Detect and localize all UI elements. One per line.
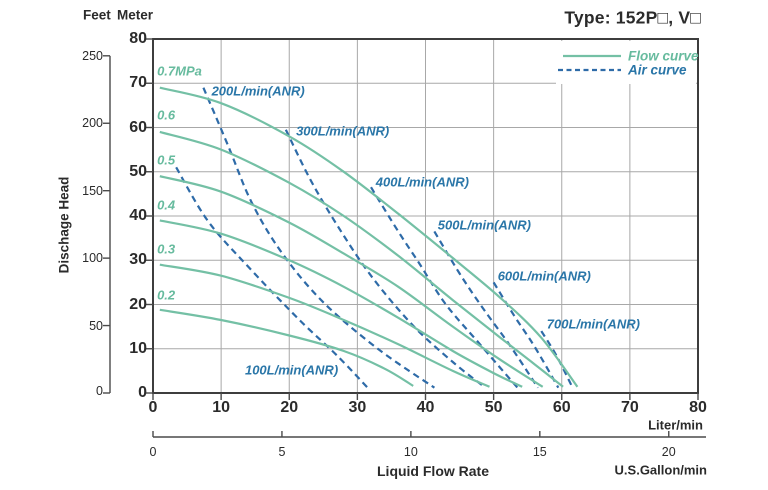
liter-unit-label: Liter/min — [648, 417, 703, 433]
air-curve-label-600L/min(ANR): 600L/min(ANR) — [497, 268, 591, 284]
flow-curve-0.3 — [159, 263, 490, 388]
liter-tick-label-80: 80 — [689, 399, 707, 416]
gallon-tick-label-5: 5 — [278, 444, 286, 459]
feet-tick-label-150: 150 — [82, 183, 103, 198]
feet-axis-header: Feet — [83, 7, 111, 23]
flow-curve-label-0.3: 0.3 — [157, 241, 176, 257]
air-curve-600L/min(ANR) — [492, 281, 560, 389]
flow-curve-label-0.7MPa: 0.7MPa — [157, 63, 202, 79]
meter-tick-label-10: 10 — [129, 339, 147, 357]
liter-tick-label-70: 70 — [620, 399, 639, 416]
legend-flow-curve-label: Flow curve — [628, 48, 699, 64]
liter-tick-label-30: 30 — [348, 399, 367, 416]
meter-tick-label-30: 30 — [129, 251, 147, 269]
air-curve-100L/min(ANR) — [175, 166, 369, 389]
air-curve-label-700L/min(ANR): 700L/min(ANR) — [546, 316, 640, 332]
flow-curve-0.4 — [159, 219, 523, 388]
air-curve-label-500L/min(ANR): 500L/min(ANR) — [437, 217, 531, 233]
meter-tick-label-20: 20 — [129, 295, 147, 313]
flow-curve-0.2 — [159, 308, 414, 387]
liter-tick-label-20: 20 — [280, 399, 299, 416]
meter-tick-label-70: 70 — [129, 74, 147, 92]
flow-curve-0.7MPa — [159, 86, 579, 388]
liter-tick-label-50: 50 — [484, 399, 503, 416]
meter-tick-label-0: 0 — [138, 384, 147, 401]
gallon-tick-label-10: 10 — [403, 444, 418, 459]
legend-box — [556, 41, 696, 84]
flow-curve-0.6 — [159, 130, 564, 388]
gallon-tick-label-15: 15 — [532, 444, 547, 459]
flow-curve-label-0.5: 0.5 — [157, 152, 176, 168]
air-curve-200L/min(ANR) — [202, 87, 436, 389]
liter-tick-label-40: 40 — [416, 399, 435, 416]
flow-curve-label-0.4: 0.4 — [157, 197, 176, 213]
gallon-tick-label-0: 0 — [149, 444, 157, 459]
meter-tick-label-60: 60 — [129, 118, 147, 136]
air-curve-label-300L/min(ANR): 300L/min(ANR) — [296, 123, 390, 139]
gallon-unit-label: U.S.Gallon/min — [614, 462, 707, 478]
flow-curve-0.5 — [159, 175, 544, 388]
feet-tick-label-50: 50 — [89, 318, 103, 333]
x-axis-label: Liquid Flow Rate — [377, 463, 489, 479]
meter-axis-header: Meter — [117, 7, 154, 23]
liter-tick-label-10: 10 — [212, 399, 231, 416]
flow-curves — [159, 86, 579, 388]
chart-title: Type: 152P□, V□ — [564, 7, 701, 28]
flow-curve-label-0.6: 0.6 — [157, 107, 176, 123]
air-curve-700L/min(ANR) — [540, 330, 574, 389]
flow-curve-label-0.2: 0.2 — [157, 287, 176, 303]
feet-tick-label-100: 100 — [82, 250, 103, 265]
meter-tick-label-50: 50 — [129, 162, 147, 180]
gallon-tick-label-20: 20 — [661, 444, 676, 459]
air-curve-label-100L/min(ANR): 100L/min(ANR) — [244, 362, 339, 378]
air-curve-label-400L/min(ANR): 400L/min(ANR) — [375, 174, 469, 190]
liter-tick-label-0: 0 — [148, 399, 158, 416]
air-curve-label-200L/min(ANR): 200L/min(ANR) — [211, 83, 305, 99]
axis-ticks — [103, 38, 699, 437]
air-curve-300L/min(ANR) — [284, 129, 487, 389]
feet-tick-label-0: 0 — [96, 383, 103, 398]
liter-tick-label-60: 60 — [552, 399, 571, 416]
meter-tick-label-80: 80 — [129, 30, 147, 47]
meter-tick-label-40: 40 — [129, 207, 147, 224]
y-axis-label: Dischage Head — [56, 176, 72, 274]
feet-tick-label-200: 200 — [82, 116, 103, 130]
legend-air-curve-label: Air curve — [628, 62, 687, 78]
feet-tick-label-250: 250 — [82, 48, 103, 63]
air-curve-500L/min(ANR) — [433, 230, 539, 389]
